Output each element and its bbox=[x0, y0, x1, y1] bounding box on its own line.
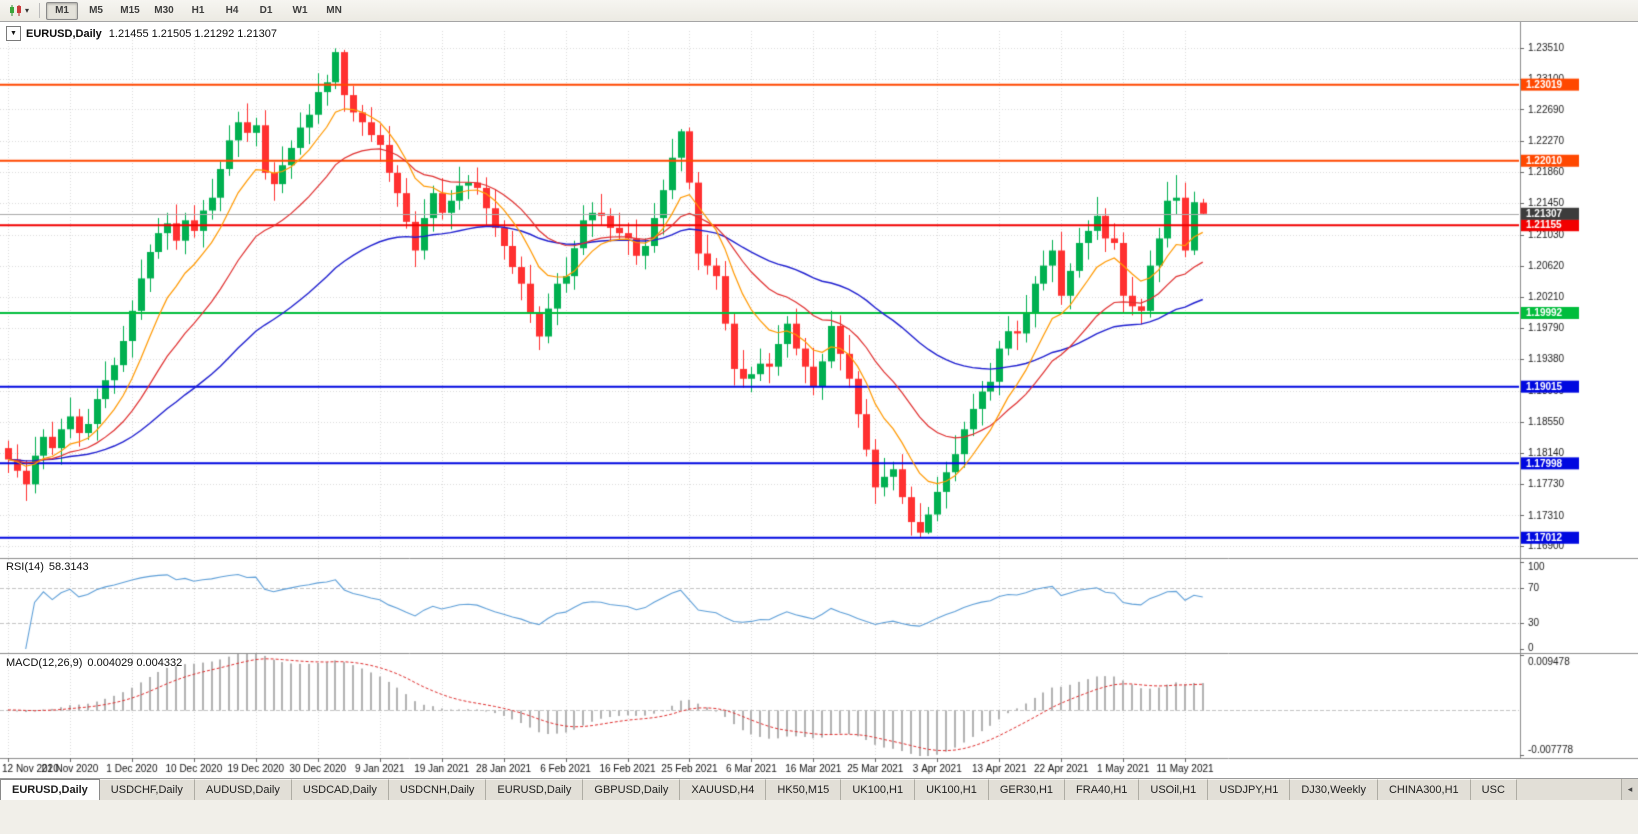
chart-tab-eurusd-daily[interactable]: EURUSD,Daily bbox=[486, 779, 584, 800]
timeframe-button-m30[interactable]: M30 bbox=[154, 5, 174, 16]
timeframe-button-mn[interactable]: MN bbox=[326, 5, 342, 16]
chart-tab-ger30-h1[interactable]: GER30,H1 bbox=[988, 779, 1066, 800]
chart-tab-usdcad-daily[interactable]: USDCAD,Daily bbox=[291, 779, 389, 800]
chart-tab-usoil-h1[interactable]: USOil,H1 bbox=[1139, 779, 1209, 800]
timeframe-button-h4[interactable]: H4 bbox=[225, 5, 239, 16]
chart-tab-usdchf-daily[interactable]: USDCHF,Daily bbox=[99, 779, 195, 800]
top-toolbar: ▾ M1 M5 M15 M30 H1 H4 D1 W1 MN bbox=[0, 0, 1638, 22]
timeframe-button-w1[interactable]: W1 bbox=[292, 5, 308, 16]
chart-tab-audusd-daily[interactable]: AUDUSD,Daily bbox=[194, 779, 292, 800]
price-chart-canvas[interactable] bbox=[0, 22, 1638, 778]
chart-menu-dropdown-button[interactable]: ▼ bbox=[6, 26, 21, 41]
chart-tab-hk50-m15[interactable]: HK50,M15 bbox=[766, 779, 842, 800]
chart-tabs: EURUSD,Daily USDCHF,Daily AUDUSD,Daily USDC… bbox=[0, 779, 1621, 800]
chart-type-dropdown-caret: ▾ bbox=[25, 5, 30, 15]
candlestick-chart-icon bbox=[8, 4, 23, 17]
chart-tab-usdjpy-h1[interactable]: USDJPY,H1 bbox=[1208, 779, 1291, 800]
timeframe-button-h1[interactable]: H1 bbox=[191, 5, 205, 16]
chart-tab-usc[interactable]: USC bbox=[1470, 779, 1517, 800]
timeframe-button-m15[interactable]: M15 bbox=[120, 5, 140, 16]
chart-tab-china300-h1[interactable]: CHINA300,H1 bbox=[1377, 779, 1471, 800]
chart-tab-eurusd-daily[interactable]: EURUSD,Daily bbox=[0, 779, 100, 800]
chart-window: ▼ EURUSD,Daily 1.21455 1.21505 1.21292 1… bbox=[0, 22, 1638, 778]
status-bar bbox=[0, 800, 1638, 834]
chart-tab-uk100-h1[interactable]: UK100,H1 bbox=[841, 779, 916, 800]
chart-tab-uk100-h1[interactable]: UK100,H1 bbox=[915, 779, 989, 800]
chart-tab-usdcnh-daily[interactable]: USDCNH,Daily bbox=[388, 779, 487, 800]
timeframe-button-m5[interactable]: M5 bbox=[89, 5, 103, 16]
timeframe-button-d1[interactable]: D1 bbox=[259, 5, 273, 16]
timeframe-button-m1[interactable]: M1 bbox=[46, 1, 79, 20]
chart-type-button[interactable]: ▾ bbox=[4, 2, 33, 19]
timeframe-group: M1 M5 M15 M30 H1 H4 D1 W1 MN bbox=[46, 1, 350, 20]
chart-tab-dj30-weekly[interactable]: DJ30,Weekly bbox=[1290, 779, 1378, 800]
chart-tab-xauusd-h4[interactable]: XAUUSD,H4 bbox=[680, 779, 767, 800]
chart-tab-gbpusd-daily[interactable]: GBPUSD,Daily bbox=[583, 779, 681, 800]
tab-scroll-left-button[interactable]: ◂ bbox=[1621, 779, 1638, 800]
chart-tab-bar: EURUSD,Daily USDCHF,Daily AUDUSD,Daily USDC… bbox=[0, 778, 1638, 800]
toolbar-separator bbox=[39, 3, 41, 18]
chart-tab-fra40-h1[interactable]: FRA40,H1 bbox=[1065, 779, 1140, 800]
